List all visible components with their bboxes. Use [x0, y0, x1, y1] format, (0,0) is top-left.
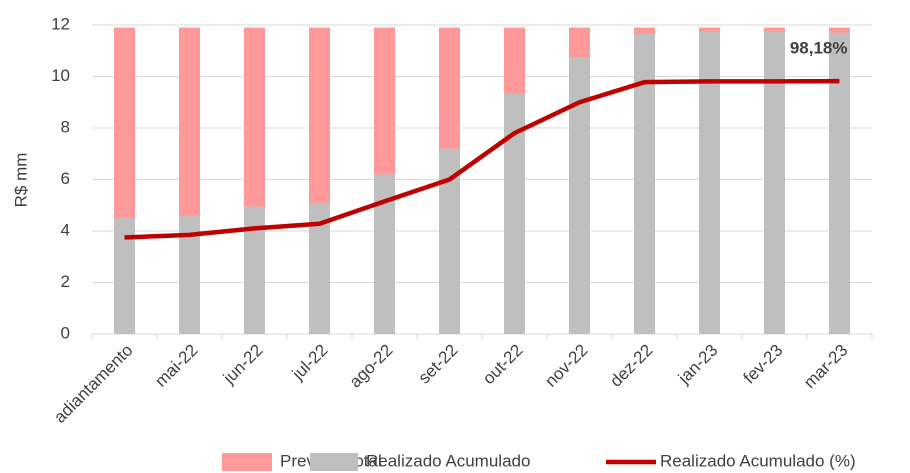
x-tick-label: fev-23 [740, 341, 787, 388]
bar [764, 31, 785, 334]
x-tick-label: ago-22 [346, 341, 397, 392]
x-tick-label: dez-22 [606, 341, 656, 391]
y-tick-label: 2 [61, 272, 70, 291]
legend-swatch [222, 453, 272, 471]
bar [504, 93, 525, 334]
y-tick-label: 4 [61, 220, 70, 239]
bar [244, 206, 265, 334]
bar [439, 148, 460, 334]
x-tick-label: mai-22 [151, 341, 201, 391]
legend-swatch [310, 453, 358, 471]
bar [569, 57, 590, 334]
legend-label: Realizado Acumulado (%) [660, 451, 856, 470]
data-label: 98,18% [790, 39, 848, 58]
x-tick-label: jun-22 [219, 341, 267, 389]
legend-label: Realizado Acumulado [366, 451, 530, 470]
y-tick-label: 10 [51, 66, 70, 85]
bar [179, 215, 200, 334]
x-tick-label: jan-23 [674, 341, 722, 389]
bar [829, 32, 850, 334]
bar [699, 31, 720, 334]
bar [634, 34, 655, 334]
y-tick-label: 6 [61, 169, 70, 188]
x-tick-label: jul-22 [288, 341, 332, 385]
y-tick-label: 8 [61, 117, 70, 136]
y-tick-label: 12 [51, 14, 70, 33]
bar [309, 202, 330, 334]
y-tick-label: 0 [61, 323, 70, 342]
y-axis-label: R$ mm [11, 153, 30, 208]
x-tick-label: out-22 [479, 341, 527, 389]
x-tick-label: set-22 [415, 341, 462, 388]
bar [374, 174, 395, 334]
x-tick-label: adiantamento [50, 341, 136, 427]
x-tick-label: mar-23 [800, 341, 852, 393]
bar [114, 218, 135, 334]
line [124, 78, 840, 240]
x-tick-label: nov-22 [541, 341, 591, 391]
